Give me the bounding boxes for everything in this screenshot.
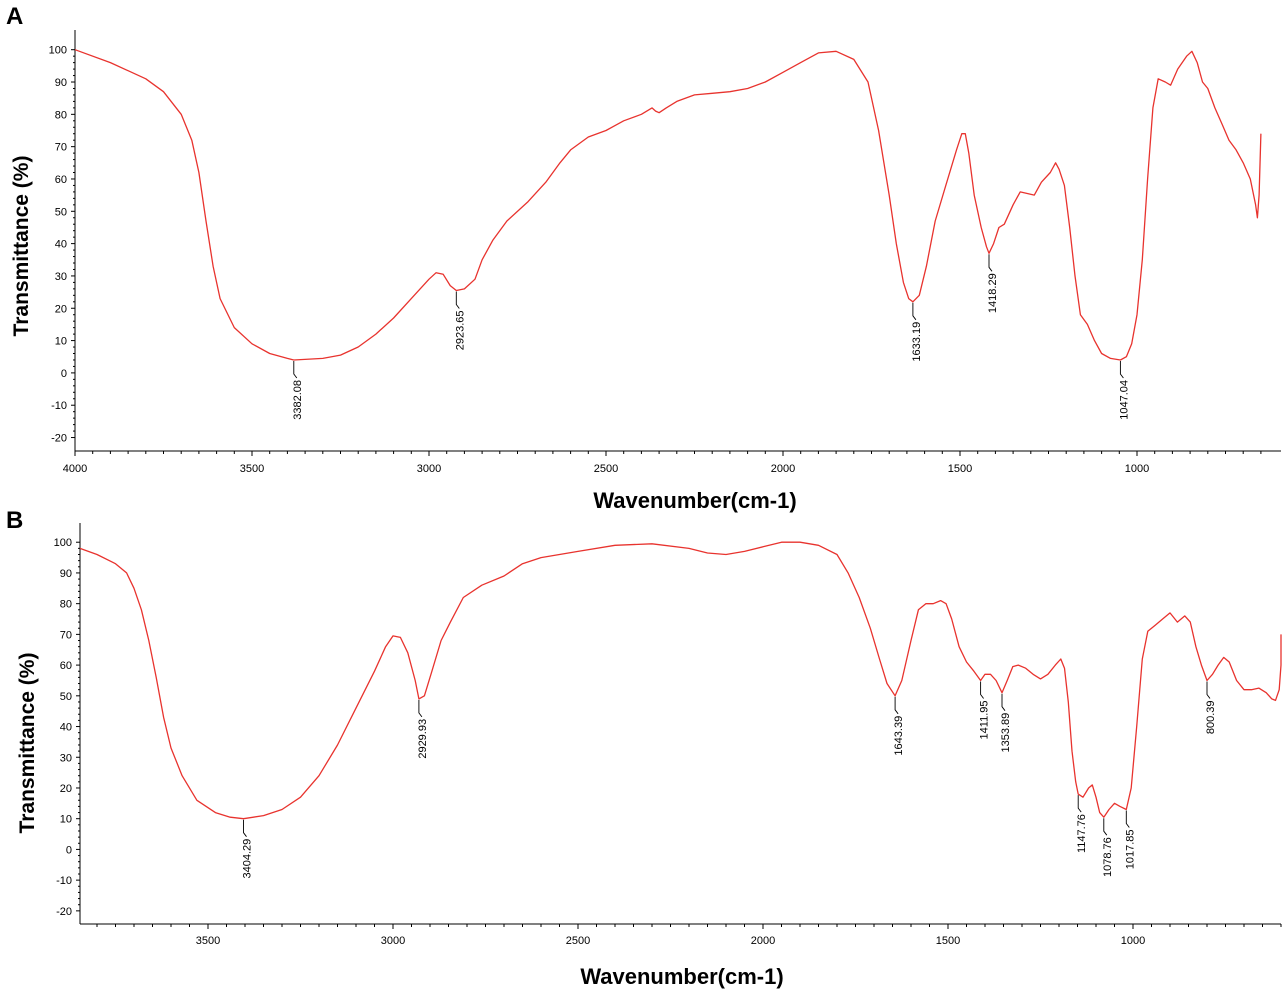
panel-b-x-axis-title: Wavenumber(cm-1) — [580, 964, 783, 989]
y-tick-label: 50 — [60, 691, 72, 703]
y-tick-label: 100 — [54, 537, 72, 549]
peak-annotation: 1643.39 — [893, 696, 905, 756]
peak-annotation: 1147.76 — [1076, 795, 1088, 853]
y-tick-label: 40 — [60, 722, 72, 734]
x-tick-label: 3000 — [417, 463, 441, 475]
y-tick-label: 0 — [61, 368, 67, 380]
peak-leader-line — [1125, 810, 1130, 828]
y-tick-label: 90 — [55, 77, 67, 89]
y-tick-label: 30 — [55, 271, 67, 283]
peak-leader-line — [894, 696, 899, 715]
x-tick-label: 2000 — [751, 935, 775, 947]
panel-b-ticks: -20 -10 0 10 20 30 40 50 60 70 80 90 100 3500 3000 2500… — [54, 537, 1282, 947]
panel-a-ticks: -20 -10 0 10 20 30 40 50 60 70 80 90 100 4000 3500 3000… — [49, 45, 1262, 475]
x-tick-label: 3500 — [196, 935, 220, 947]
y-tick-label: 10 — [60, 814, 72, 826]
y-tick-label: 40 — [55, 239, 67, 251]
y-tick-label: 0 — [66, 844, 72, 856]
peak-annotation: 1411.95 — [979, 681, 991, 740]
peak-leader-line — [1077, 795, 1082, 813]
peak-annotation: 1047.04 — [1118, 361, 1130, 420]
panel-a: A -20 -10 0 10 20 30 40 50 60 70 80 90 100 4000 3500 30… — [6, 3, 1281, 513]
y-tick-label: -20 — [51, 433, 67, 445]
peak-annotation: 3382.08 — [292, 361, 304, 420]
peak-label: 3404.29 — [242, 839, 254, 879]
x-tick-label: 3500 — [240, 463, 264, 475]
peak-annotation: 1633.19 — [911, 302, 923, 362]
peak-annotation: 1353.89 — [1000, 693, 1012, 753]
y-tick-label: 70 — [60, 629, 72, 641]
peak-leader-line — [1103, 818, 1108, 836]
peak-label: 2929.93 — [417, 719, 429, 759]
x-tick-label: 4000 — [63, 463, 87, 475]
peak-label: 800.39 — [1205, 701, 1217, 735]
panel-a-x-axis-title: Wavenumber(cm-1) — [593, 488, 796, 513]
peak-label: 1411.95 — [979, 701, 991, 740]
y-tick-label: 20 — [55, 303, 67, 315]
panel-a-spectrum-line — [74, 49, 1262, 361]
peak-label: 3382.08 — [292, 380, 304, 420]
panel-b-axes — [79, 523, 1281, 925]
x-tick-label: 2000 — [771, 463, 795, 475]
panel-a-axes — [74, 30, 1281, 452]
y-tick-label: 60 — [55, 174, 67, 186]
y-tick-label: 20 — [60, 783, 72, 795]
peak-leader-line — [912, 302, 917, 321]
x-tick-label: 1000 — [1125, 463, 1149, 475]
peak-leader-line — [1206, 681, 1211, 699]
y-tick-label: 70 — [55, 142, 67, 154]
y-tick-label: 90 — [60, 568, 72, 580]
y-tick-label: 100 — [49, 45, 67, 57]
peak-leader-line — [293, 361, 298, 379]
peak-annotation: 2929.93 — [417, 699, 429, 759]
peak-leader-line — [455, 291, 460, 309]
y-tick-label: 30 — [60, 752, 72, 764]
panel-b-peak-annotations: 3404.29 2929.93 1643.39 1411.95 1353.89 1147.… — [242, 681, 1217, 879]
peak-annotation: 800.39 — [1205, 681, 1217, 735]
peak-label: 1147.76 — [1076, 814, 1088, 853]
x-tick-label: 1500 — [948, 463, 972, 475]
peak-annotation: 1017.85 — [1124, 810, 1136, 870]
y-tick-label: -20 — [56, 906, 72, 918]
x-tick-label: 2500 — [594, 463, 618, 475]
peak-leader-line — [418, 699, 423, 718]
peak-label: 1047.04 — [1118, 380, 1130, 420]
x-tick-label: 2500 — [566, 935, 590, 947]
peak-annotation: 1078.76 — [1102, 818, 1114, 877]
panel-a-peak-annotations: 3382.08 2923.65 1633.19 1418.29 1047.04 — [292, 254, 1130, 420]
y-tick-label: 80 — [55, 109, 67, 121]
x-tick-label: 3000 — [381, 935, 405, 947]
peak-label: 1418.29 — [987, 273, 999, 313]
peak-label: 1017.85 — [1124, 830, 1136, 870]
peak-annotation: 1418.29 — [987, 254, 999, 313]
panel-b-spectrum-line — [79, 541, 1282, 820]
y-tick-label: 60 — [60, 660, 72, 672]
peak-label: 1078.76 — [1102, 837, 1114, 877]
peak-leader-line — [980, 681, 984, 699]
panel-b-y-axis-title: Transmittance (%) — [16, 653, 39, 834]
x-tick-label: 1500 — [936, 935, 960, 947]
y-tick-label: -10 — [56, 875, 72, 887]
panel-a-y-axis-title: Transmittance (%) — [10, 156, 33, 337]
x-tick-label: 1000 — [1121, 935, 1145, 947]
peak-leader-line — [1119, 361, 1124, 379]
panel-b: B -20 -10 0 10 20 30 40 50 60 70 80 90 100 3500 3000 25… — [6, 507, 1282, 989]
y-tick-label: 80 — [60, 599, 72, 611]
peak-label: 1633.19 — [911, 322, 923, 362]
peak-annotation: 2923.65 — [454, 291, 466, 351]
peak-label: 2923.65 — [454, 311, 466, 351]
panel-a-letter: A — [6, 3, 23, 30]
peak-annotation: 3404.29 — [242, 819, 254, 879]
y-tick-label: 50 — [55, 206, 67, 218]
panel-b-letter: B — [6, 507, 23, 534]
peak-label: 1353.89 — [1000, 713, 1012, 753]
y-tick-label: 10 — [55, 336, 67, 348]
peak-label: 1643.39 — [893, 716, 905, 756]
y-tick-label: -10 — [51, 400, 67, 412]
peak-leader-line — [988, 254, 993, 272]
peak-leader-line — [1001, 693, 1006, 711]
peak-leader-line — [243, 819, 247, 837]
